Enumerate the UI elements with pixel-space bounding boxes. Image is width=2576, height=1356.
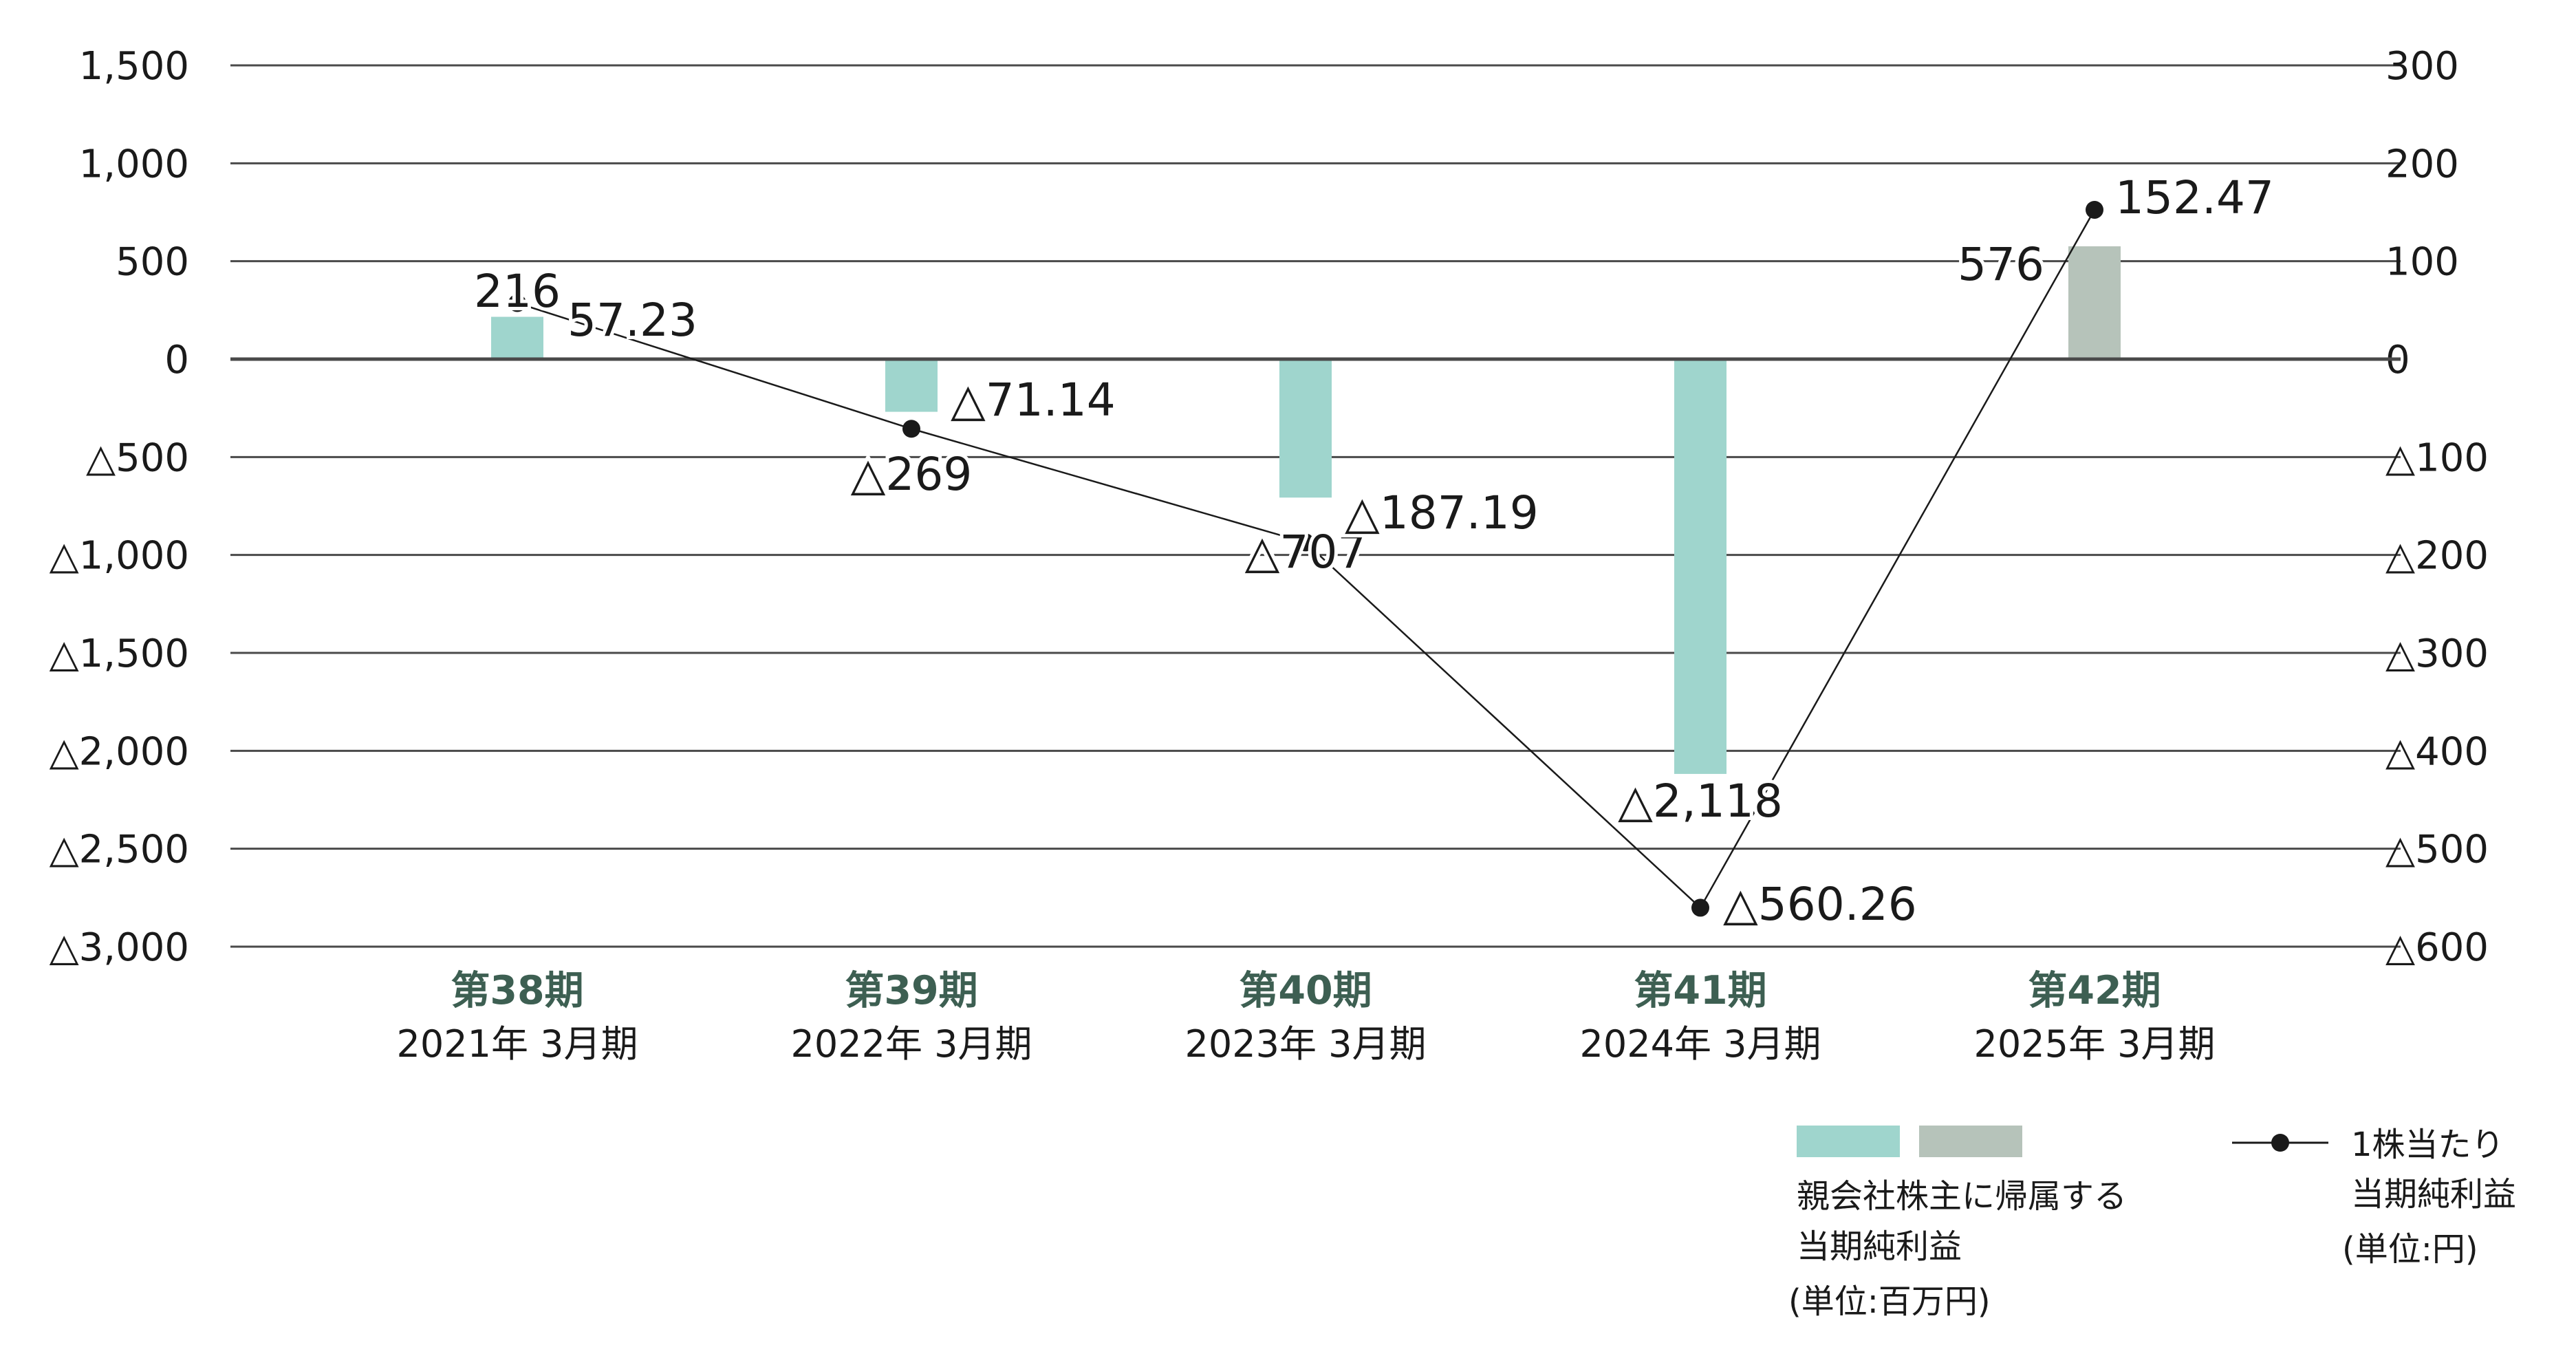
legend-bar-unit: (単位:百万円) xyxy=(1788,1282,1991,1321)
left-tick-label: △500 xyxy=(86,435,189,480)
fiscal-year-label: 2021年 3月期 xyxy=(397,1022,638,1066)
right-tick-label: △200 xyxy=(2385,534,2489,579)
bar-data-label: 576 xyxy=(1958,238,2044,291)
eps-data-label: 152.47 xyxy=(2115,171,2274,224)
right-tick-label: △600 xyxy=(2385,925,2489,970)
left-tick-label: 0 xyxy=(164,338,189,383)
fiscal-year-label: 2023年 3月期 xyxy=(1185,1022,1427,1066)
period-label: 第38期 xyxy=(451,968,583,1013)
grid-lines xyxy=(230,64,2401,948)
left-tick-label: △2,000 xyxy=(50,729,189,774)
bar-series xyxy=(491,246,2121,774)
profit-bar xyxy=(1279,359,1332,498)
right-tick-label: △300 xyxy=(2385,632,2489,676)
bar-data-label: 216 xyxy=(474,265,561,318)
legend-line-unit: (単位:円) xyxy=(2342,1230,2478,1269)
eps-data-label: △560.26 xyxy=(1723,878,1917,931)
left-tick-label: △1,500 xyxy=(50,632,189,676)
right-tick-label: 200 xyxy=(2385,142,2459,186)
legend-bar-label-line1: 親会社株主に帰属する xyxy=(1797,1177,2127,1216)
fiscal-year-label: 2022年 3月期 xyxy=(791,1022,1032,1066)
legend-bar-label-line2: 当期純利益 xyxy=(1797,1227,1962,1266)
fiscal-year-label: 2024年 3月期 xyxy=(1580,1022,1821,1066)
bar-data-label: △707 xyxy=(1245,526,1367,579)
profit-bar xyxy=(2068,246,2121,359)
left-axis: 1,500 1,000 500 0 △500 △1,000 △1,500 △2,000 △2,5… xyxy=(50,44,189,970)
period-label: 第39期 xyxy=(845,968,977,1013)
profit-bar xyxy=(885,359,938,412)
legend-swatch-teal xyxy=(1797,1126,1900,1157)
left-tick-label: △1,000 xyxy=(50,534,189,579)
profit-bar xyxy=(491,316,543,359)
x-axis-labels: 第38期 2021年 3月期 第39期 2022年 3月期 第40期 2023年 3月期 第… xyxy=(397,968,2216,1066)
period-label: 第41期 xyxy=(1634,968,1766,1013)
legend-line-label-line1: 1株当たり xyxy=(2351,1126,2504,1164)
left-tick-label: △2,500 xyxy=(50,828,189,872)
left-tick-label: 1,500 xyxy=(79,44,189,89)
eps-data-label: △71.14 xyxy=(951,374,1116,427)
eps-point xyxy=(508,294,526,312)
left-tick-label: 1,000 xyxy=(79,142,189,186)
bar-data-label: △2,118 xyxy=(1618,775,1783,828)
eps-point xyxy=(1297,533,1314,552)
profit-bar xyxy=(1674,359,1727,774)
legend-line-label-line2: 当期純利益 xyxy=(2351,1175,2516,1214)
eps-point xyxy=(2086,200,2103,219)
left-tick-label: 500 xyxy=(116,240,189,285)
bar-data-label: △269 xyxy=(851,448,973,501)
right-tick-label: 300 xyxy=(2385,44,2459,89)
period-label: 第42期 xyxy=(2028,968,2161,1013)
left-tick-label: △3,000 xyxy=(50,925,189,970)
right-tick-label: △500 xyxy=(2385,828,2489,872)
fiscal-year-label: 2025年 3月期 xyxy=(1974,1022,2216,1066)
period-label: 第40期 xyxy=(1239,968,1372,1013)
legend-swatch-gray xyxy=(1919,1126,2022,1157)
eps-point xyxy=(1691,898,1709,917)
eps-data-label: △187.19 xyxy=(1345,486,1539,539)
right-tick-label: △400 xyxy=(2385,729,2489,774)
line-labels: 57.23 △71.14 △187.19 △560.26 152.47 xyxy=(564,168,2277,934)
right-tick-label: △100 xyxy=(2385,435,2489,480)
eps-data-label: 57.23 xyxy=(567,294,697,347)
right-tick-label: 100 xyxy=(2385,240,2459,285)
legend-line-marker xyxy=(2271,1134,2289,1152)
bar-labels: 216 △269 △707 △2,118 576 xyxy=(470,235,2048,831)
eps-point xyxy=(902,420,920,438)
eps-line-series xyxy=(508,200,2103,917)
